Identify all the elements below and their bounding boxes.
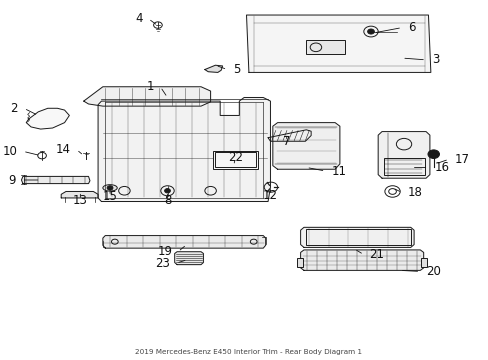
Circle shape <box>367 29 374 34</box>
Polygon shape <box>300 250 423 270</box>
Text: 23: 23 <box>155 257 170 270</box>
Polygon shape <box>98 98 270 202</box>
Polygon shape <box>26 108 69 129</box>
Text: 10: 10 <box>2 145 17 158</box>
Text: 16: 16 <box>433 161 448 174</box>
Text: 21: 21 <box>369 248 384 261</box>
Polygon shape <box>246 15 430 72</box>
Bar <box>383 158 424 175</box>
Text: 8: 8 <box>163 194 171 207</box>
Ellipse shape <box>102 185 117 191</box>
Text: 15: 15 <box>102 190 117 203</box>
Polygon shape <box>267 130 310 141</box>
Text: 7: 7 <box>282 135 289 148</box>
Circle shape <box>427 150 439 158</box>
Text: 20: 20 <box>425 265 440 278</box>
Polygon shape <box>272 123 339 169</box>
Circle shape <box>164 189 170 193</box>
Text: 17: 17 <box>454 153 469 166</box>
Text: 13: 13 <box>73 194 88 207</box>
Text: 1: 1 <box>147 80 154 93</box>
Polygon shape <box>377 132 429 178</box>
Text: 18: 18 <box>407 186 422 199</box>
Text: 12: 12 <box>263 189 277 202</box>
Polygon shape <box>174 252 203 265</box>
Polygon shape <box>83 87 210 106</box>
Bar <box>215 152 256 167</box>
Text: 3: 3 <box>431 53 438 66</box>
Bar <box>213 150 258 168</box>
Text: 5: 5 <box>233 63 240 76</box>
Circle shape <box>107 186 113 190</box>
Polygon shape <box>61 192 98 198</box>
Text: 4: 4 <box>135 12 142 25</box>
Bar <box>306 229 410 245</box>
Text: 22: 22 <box>227 151 243 164</box>
Polygon shape <box>102 235 265 248</box>
Polygon shape <box>204 65 222 72</box>
Text: 2: 2 <box>11 102 18 115</box>
Text: 11: 11 <box>330 165 346 177</box>
Text: 9: 9 <box>8 174 16 186</box>
Bar <box>296 258 302 267</box>
Text: 2019 Mercedes-Benz E450 Interior Trim - Rear Body Diagram 1: 2019 Mercedes-Benz E450 Interior Trim - … <box>135 349 362 355</box>
Polygon shape <box>21 176 90 184</box>
Polygon shape <box>300 227 413 247</box>
Bar <box>421 258 426 267</box>
Bar <box>306 40 344 54</box>
Text: 6: 6 <box>407 21 414 34</box>
Text: 19: 19 <box>157 245 172 258</box>
Text: 14: 14 <box>56 143 71 156</box>
